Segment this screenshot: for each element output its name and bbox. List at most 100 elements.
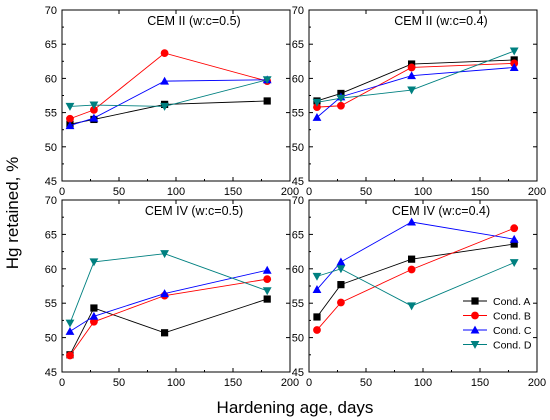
data-point — [312, 272, 322, 281]
data-point — [160, 49, 169, 57]
data-point — [407, 63, 416, 72]
data-point — [313, 313, 321, 321]
chart-panel-4: 0 50 100 150 200 45 50 55 60 65 70 CEM IV (w:c=0.4) — [292, 195, 546, 389]
data-point — [160, 76, 169, 85]
x-tick-label: 100 — [167, 186, 185, 198]
series-line-condb — [69, 52, 268, 120]
x-tick-label: 150 — [224, 186, 242, 198]
data-point — [313, 326, 321, 334]
y-tick-label: 45 — [292, 367, 304, 379]
data-point — [509, 234, 519, 243]
y-tick-label: 55 — [292, 108, 304, 120]
y-tick-label: 60 — [45, 264, 57, 276]
legend-label: Cond. C — [493, 325, 532, 337]
data-point — [66, 114, 74, 123]
x-tick-label: 200 — [281, 186, 299, 198]
y-tick-label: 70 — [292, 195, 304, 207]
x-tick-label: 150 — [471, 186, 489, 198]
series-line-condd — [316, 50, 515, 103]
data-point — [312, 112, 322, 121]
series-line-condb — [69, 278, 268, 356]
data-point — [90, 105, 98, 114]
series-line-condb — [316, 227, 515, 331]
y-tick-label: 70 — [45, 195, 57, 207]
data-point — [89, 101, 99, 110]
data-point — [160, 250, 169, 259]
series-line-condc — [69, 269, 268, 332]
x-axis-label: Hardening age, days — [217, 398, 374, 417]
legend: Cond. A Cond. B Cond. C Cond. D — [463, 296, 532, 352]
plot-frame — [61, 9, 291, 182]
y-tick-label: 60 — [292, 264, 304, 276]
data-point — [407, 71, 416, 80]
y-tick-label: 60 — [45, 73, 57, 85]
data-point — [336, 257, 346, 266]
x-tick-label: 200 — [528, 377, 546, 389]
x-tick-label: 150 — [471, 377, 489, 389]
data-point — [160, 289, 169, 298]
x-tick-label: 100 — [414, 186, 432, 198]
y-tick-label: 65 — [45, 39, 57, 51]
legend-marker — [470, 340, 480, 349]
data-point — [262, 287, 272, 296]
y-tick-label: 50 — [292, 142, 304, 154]
y-axis-label: Hg retained, % — [3, 157, 22, 269]
legend-marker — [471, 297, 479, 305]
data-point — [65, 319, 75, 328]
data-point — [407, 217, 416, 226]
x-tick-label: 0 — [59, 377, 65, 389]
series-line-condc — [316, 221, 515, 290]
chart-panel-3: 0 50 100 150 200 45 50 55 60 65 70 CEM IV (w:c=0.5) — [45, 195, 299, 389]
data-point — [89, 311, 99, 320]
data-point — [336, 94, 346, 103]
data-point — [407, 265, 416, 274]
series-line-condd — [69, 253, 268, 324]
data-point — [262, 265, 272, 274]
x-tick-label: 50 — [113, 377, 125, 389]
legend-label: Cond. A — [493, 296, 530, 308]
data-point — [90, 317, 98, 326]
y-tick-label: 60 — [292, 73, 304, 85]
series-line-condd — [69, 79, 268, 107]
x-tick-label: 0 — [306, 377, 312, 389]
series-line-conda — [316, 59, 515, 102]
x-tick-label: 50 — [360, 377, 372, 389]
series-line-conda — [69, 298, 268, 356]
panel-title: CEM II (w:c=0.5) — [147, 14, 240, 28]
data-point — [407, 86, 416, 95]
legend-marker — [471, 311, 479, 320]
panel-title: CEM IV (w:c=0.4) — [392, 204, 490, 218]
series-line-conda — [316, 243, 515, 318]
x-tick-label: 100 — [414, 377, 432, 389]
data-point — [408, 255, 416, 263]
x-tick-label: 200 — [528, 186, 546, 198]
data-point — [312, 98, 322, 107]
plot-frame — [61, 199, 291, 373]
chart-panel-2: 0 50 100 150 200 45 50 55 60 65 70 CEM II (w:c=0.4) — [292, 5, 546, 198]
y-tick-label: 70 — [45, 5, 57, 17]
series-line-condc — [316, 67, 515, 118]
y-tick-label: 65 — [292, 229, 304, 241]
y-tick-label: 65 — [45, 229, 57, 241]
data-point — [65, 121, 75, 130]
y-tick-label: 50 — [292, 333, 304, 345]
data-point — [89, 258, 99, 267]
data-point — [509, 47, 519, 56]
y-tick-label: 55 — [45, 298, 57, 310]
chart-panel-1: 0 50 100 150 200 45 50 55 60 65 70 CEM II (w:c=0.5) — [45, 5, 299, 198]
y-tick-label: 55 — [292, 298, 304, 310]
legend-label: Cond. D — [493, 340, 532, 352]
data-point — [263, 275, 272, 284]
data-point — [90, 304, 98, 312]
x-tick-label: 150 — [224, 377, 242, 389]
series-line-conda — [69, 100, 268, 125]
legend-label: Cond. B — [493, 311, 531, 323]
data-point — [262, 76, 272, 85]
y-tick-label: 55 — [45, 108, 57, 120]
x-tick-label: 0 — [306, 186, 312, 198]
data-point — [337, 281, 345, 289]
y-tick-label: 45 — [45, 176, 57, 188]
data-point — [66, 351, 74, 360]
